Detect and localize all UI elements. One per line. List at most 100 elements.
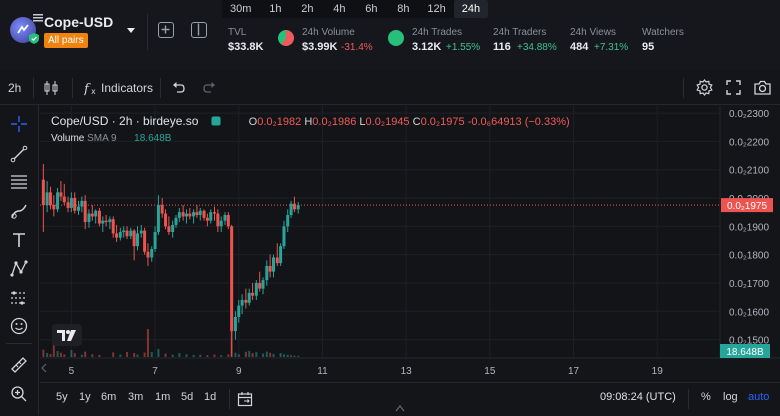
price-axis-label: 0.0₂1600 (729, 307, 769, 318)
last-price-badge (721, 198, 773, 213)
volume-legend-value: 18.648B (134, 133, 172, 144)
price-chart[interactable]: 0.0₂23000.0₂22000.0₂21000.0₂20000.0₂1900… (40, 106, 780, 382)
volume-bar (220, 355, 223, 357)
caret-down-icon[interactable] (126, 25, 136, 35)
candle-body (101, 220, 105, 224)
legend-open-value: 0.0₂1982 (257, 116, 302, 128)
tradingview-logo[interactable] (52, 324, 82, 346)
range-1d[interactable]: 1d (204, 391, 217, 403)
volume-bar (84, 351, 87, 357)
range-5d[interactable]: 5d (181, 391, 194, 403)
candle-body (282, 226, 286, 247)
timeframe-1h[interactable]: 1h (269, 3, 282, 15)
timeframe-24h[interactable]: 24h (453, 0, 489, 18)
volume-bar (290, 355, 293, 357)
volume-value: $3.99K (302, 41, 338, 53)
function-fx-icon[interactable]: f x (84, 80, 100, 96)
price-axis-label: 0.0₂2100 (729, 166, 769, 177)
candle-body (45, 192, 49, 206)
list-icon (33, 14, 43, 22)
range-1m[interactable]: 1m (155, 391, 171, 403)
redo-icon[interactable] (202, 81, 216, 95)
time-axis-label: 9 (236, 366, 242, 377)
utc-clock[interactable]: 09:08:24 (UTC) (600, 391, 676, 403)
candle-body (59, 192, 63, 197)
timeframe-6h[interactable]: 6h (365, 3, 378, 15)
candle-body (272, 257, 276, 272)
volume-bar (244, 351, 247, 357)
crosshair-icon[interactable] (10, 115, 28, 133)
volume-bar (251, 353, 254, 357)
price-axis[interactable] (720, 106, 780, 382)
views-value: 484 (570, 41, 589, 53)
indicators-button[interactable]: Indicators (101, 81, 154, 95)
timeframe-4h[interactable]: 4h (333, 3, 346, 15)
candle-body (167, 226, 171, 232)
volume-pie-icon (278, 30, 294, 46)
views-label: 24h Views (570, 27, 616, 38)
candle-style-icon[interactable] (43, 80, 59, 96)
sma-label: SMA 9 (87, 133, 117, 144)
timeframe-12h[interactable]: 12h (427, 3, 446, 15)
emoji-icon[interactable] (10, 317, 28, 335)
volume-bar (265, 351, 268, 357)
pair-name[interactable]: Cope-USD (44, 14, 114, 30)
trend-line-icon[interactable] (10, 145, 28, 163)
volume-axis-label: 18.648B (726, 347, 764, 358)
camera-icon[interactable] (754, 80, 771, 95)
split-layout-button[interactable] (191, 22, 207, 38)
settings-gear-icon[interactable] (696, 79, 713, 96)
volume-bar (192, 354, 195, 357)
volume-bar (286, 354, 289, 357)
candle-body (56, 192, 60, 210)
percent-scale-toggle[interactable]: % (701, 391, 711, 403)
candle-body (104, 220, 108, 223)
volume-bar (42, 349, 45, 357)
toolbar-divider (33, 78, 34, 98)
candle-body (212, 212, 216, 214)
scroll-left-chevron-icon[interactable] (41, 363, 47, 373)
horizontal-lines-icon[interactable] (10, 173, 28, 191)
brush-icon[interactable] (10, 202, 28, 220)
legend-high-value: 0.0₂1986 (312, 116, 357, 128)
traders-value: 116 (493, 41, 511, 53)
volume-bar (150, 351, 153, 357)
chart-area[interactable] (40, 106, 720, 358)
volume-bar (206, 355, 209, 357)
time-axis[interactable] (40, 358, 780, 382)
fullscreen-icon[interactable] (726, 80, 741, 95)
volume-bar (52, 343, 55, 357)
candle-body (265, 265, 269, 281)
volume-bar (178, 353, 181, 357)
date-range-calendar-icon[interactable] (237, 391, 253, 407)
range-3m[interactable]: 3m (128, 391, 144, 403)
log-scale-toggle[interactable]: log (723, 391, 738, 403)
candle-body (202, 210, 206, 218)
volume-bar (213, 354, 216, 357)
volume-bar (146, 329, 149, 357)
candle-body (171, 224, 175, 232)
ruler-icon[interactable] (10, 356, 28, 374)
pattern-tool-icon[interactable] (10, 260, 28, 278)
volume-bar (199, 354, 202, 357)
candle-body (230, 226, 234, 332)
undo-icon[interactable] (172, 81, 186, 95)
timeframe-30m[interactable]: 30m (230, 3, 252, 15)
scroll-up-chevron-icon[interactable] (395, 404, 405, 412)
volume-bar (98, 354, 101, 357)
volume-bar (80, 354, 83, 357)
text-tool-icon[interactable] (10, 231, 28, 249)
all-pairs-badge[interactable]: All pairs (44, 33, 88, 48)
interval-button[interactable]: 2h (8, 81, 22, 95)
legend-close-value: 0.0₂1975 (420, 116, 465, 128)
auto-scale-toggle[interactable]: auto (748, 391, 770, 403)
range-1y[interactable]: 1y (79, 391, 91, 403)
add-chart-button[interactable] (158, 22, 174, 38)
prediction-tool-icon[interactable] (10, 289, 28, 307)
candle-body (52, 205, 56, 210)
zoom-in-icon[interactable] (10, 385, 28, 403)
timeframe-8h[interactable]: 8h (397, 3, 410, 15)
range-6m[interactable]: 6m (101, 391, 117, 403)
range-5y[interactable]: 5y (56, 391, 68, 403)
timeframe-2h[interactable]: 2h (301, 3, 314, 15)
